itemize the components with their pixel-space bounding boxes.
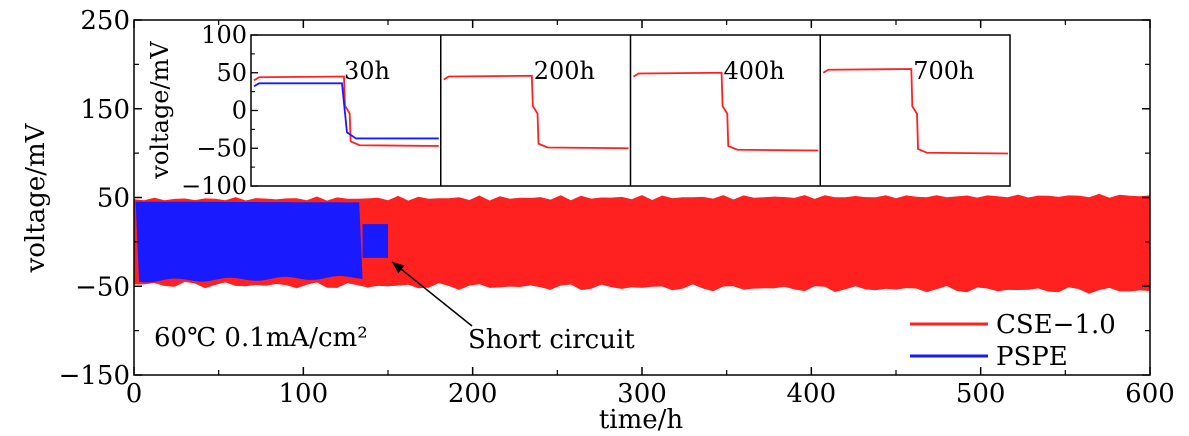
- inset-pspe-trace: [253, 82, 439, 140]
- chart-text: time/h voltage/mV voltage/mV 60℃ 0.1mA/c…: [21, 41, 683, 435]
- y-axis-label: voltage/mV: [21, 122, 51, 273]
- inset-y-tick-label: 0: [232, 97, 247, 125]
- y-tick-label: −50: [75, 272, 130, 302]
- short-circuit-segment: [362, 224, 388, 258]
- inset-cse-trace: [633, 71, 819, 152]
- inset-y-axis-label: voltage/mV: [146, 41, 174, 180]
- inset-y-tick-label: 50: [216, 59, 247, 87]
- series-cse-band: [134, 193, 1150, 294]
- legend-entry: PSPE: [996, 342, 1068, 372]
- short-circuit-arrow: [391, 261, 473, 327]
- inset-cse-trace: [443, 74, 629, 150]
- inset-panel-label: 400h: [723, 57, 784, 85]
- x-tick-label: 100: [279, 379, 329, 409]
- legend-entry: CSE−1.0: [996, 310, 1116, 340]
- y-tick-label: −150: [59, 361, 130, 391]
- inset-cse-trace: [253, 75, 439, 147]
- x-tick-label: 200: [448, 379, 498, 409]
- series-pspe-band: [135, 201, 363, 283]
- inset-y-tick-label: 100: [201, 21, 247, 49]
- x-tick-label: 300: [617, 379, 667, 409]
- x-axis-label: time/h: [599, 405, 684, 435]
- inset-plot: 100 50 0 −50 −100 30h 200h 400h 700h: [181, 21, 1011, 200]
- short-circuit-arrowhead: [392, 261, 405, 274]
- inset-y-tick-label: −50: [196, 134, 247, 162]
- x-tick-label: 0: [126, 379, 143, 409]
- y-tick-label: 250: [80, 6, 130, 36]
- inset-panel-label: 200h: [534, 57, 595, 85]
- inset-panel-label: 30h: [344, 57, 390, 85]
- y-tick-label: 150: [80, 95, 130, 125]
- y-tick-label: 50: [97, 184, 130, 214]
- inset-y-tick-label: −100: [181, 172, 247, 200]
- condition-annotation: 60℃ 0.1mA/cm²: [154, 323, 368, 353]
- x-tick-label: 400: [787, 379, 837, 409]
- x-tick-label: 600: [1125, 379, 1175, 409]
- inset-panel-label: 700h: [913, 57, 974, 85]
- short-circuit-annotation: Short circuit: [468, 325, 635, 355]
- main-plot: 0 100 200 300 400 500 60025015050−50−150CSE−1.…: [59, 6, 1175, 409]
- x-tick-label: 500: [956, 379, 1006, 409]
- inset-cse-trace: [822, 68, 1009, 155]
